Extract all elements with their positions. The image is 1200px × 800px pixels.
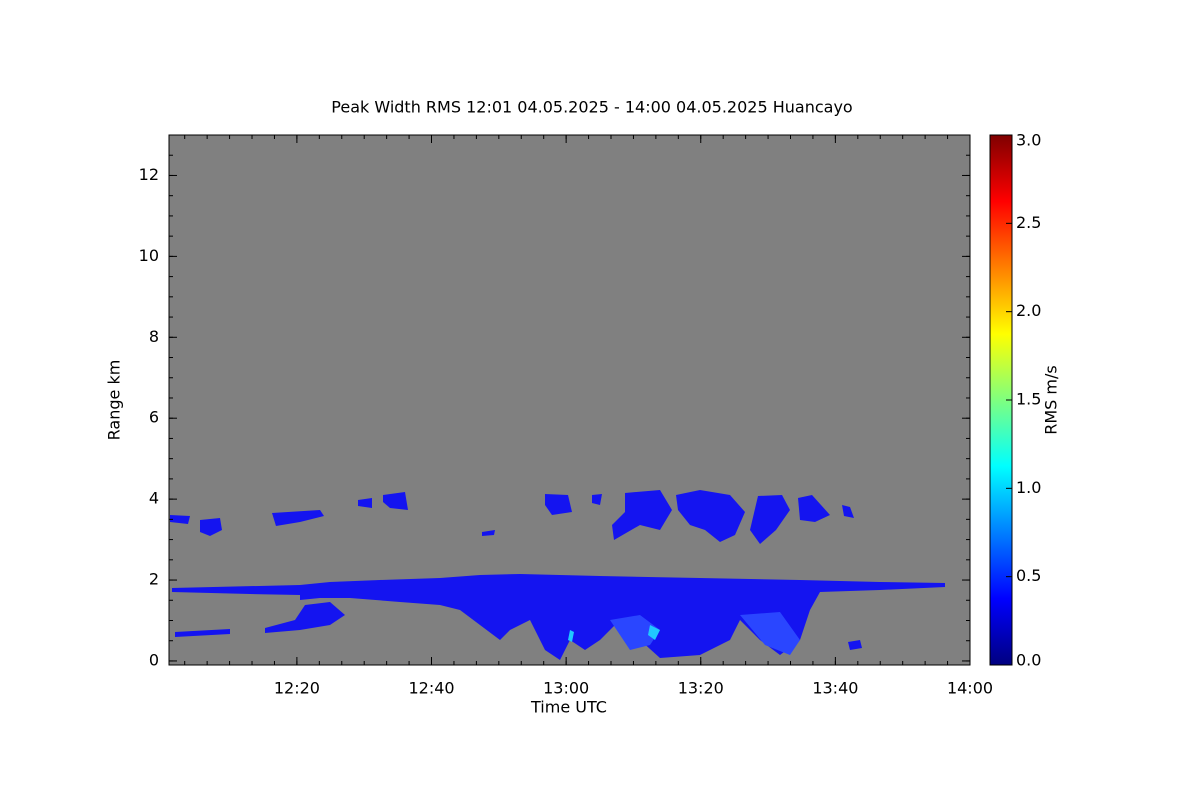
y-tick-label: 10 xyxy=(139,246,159,265)
y-tick-label: 0 xyxy=(149,650,159,669)
x-tick-label: 13:20 xyxy=(678,679,724,698)
colorbar-tick-label: 1.0 xyxy=(1016,478,1041,497)
colorbar-label: RMS m/s xyxy=(1042,365,1061,434)
x-axis-label: Time UTC xyxy=(530,698,607,717)
colorbar-tick-label: 1.5 xyxy=(1016,390,1041,409)
y-tick-label: 6 xyxy=(149,408,159,427)
colorbar-tick-label: 0.0 xyxy=(1016,651,1041,670)
x-tick-label: 13:00 xyxy=(543,679,589,698)
y-tick-label: 8 xyxy=(149,327,159,346)
x-tick-label: 12:20 xyxy=(274,679,320,698)
echo-field xyxy=(170,490,945,660)
y-tick-label: 12 xyxy=(139,165,159,184)
y-axis-label: Range km xyxy=(105,360,124,441)
x-tick-label: 12:40 xyxy=(408,679,454,698)
plot-frame xyxy=(168,134,971,666)
x-tick-label: 14:00 xyxy=(947,679,993,698)
colorbar-tick-label: 0.5 xyxy=(1016,566,1041,585)
y-tick-label: 2 xyxy=(149,570,159,589)
x-tick-label: 13:40 xyxy=(812,679,858,698)
y-tick-label: 4 xyxy=(149,489,159,508)
chart-title: Peak Width RMS 12:01 04.05.2025 - 14:00 … xyxy=(331,98,852,117)
colorbar-tick-label: 2.5 xyxy=(1016,213,1041,232)
colorbar-tick-label: 2.0 xyxy=(1016,301,1041,320)
colorbar-tick-label: 3.0 xyxy=(1016,131,1041,150)
